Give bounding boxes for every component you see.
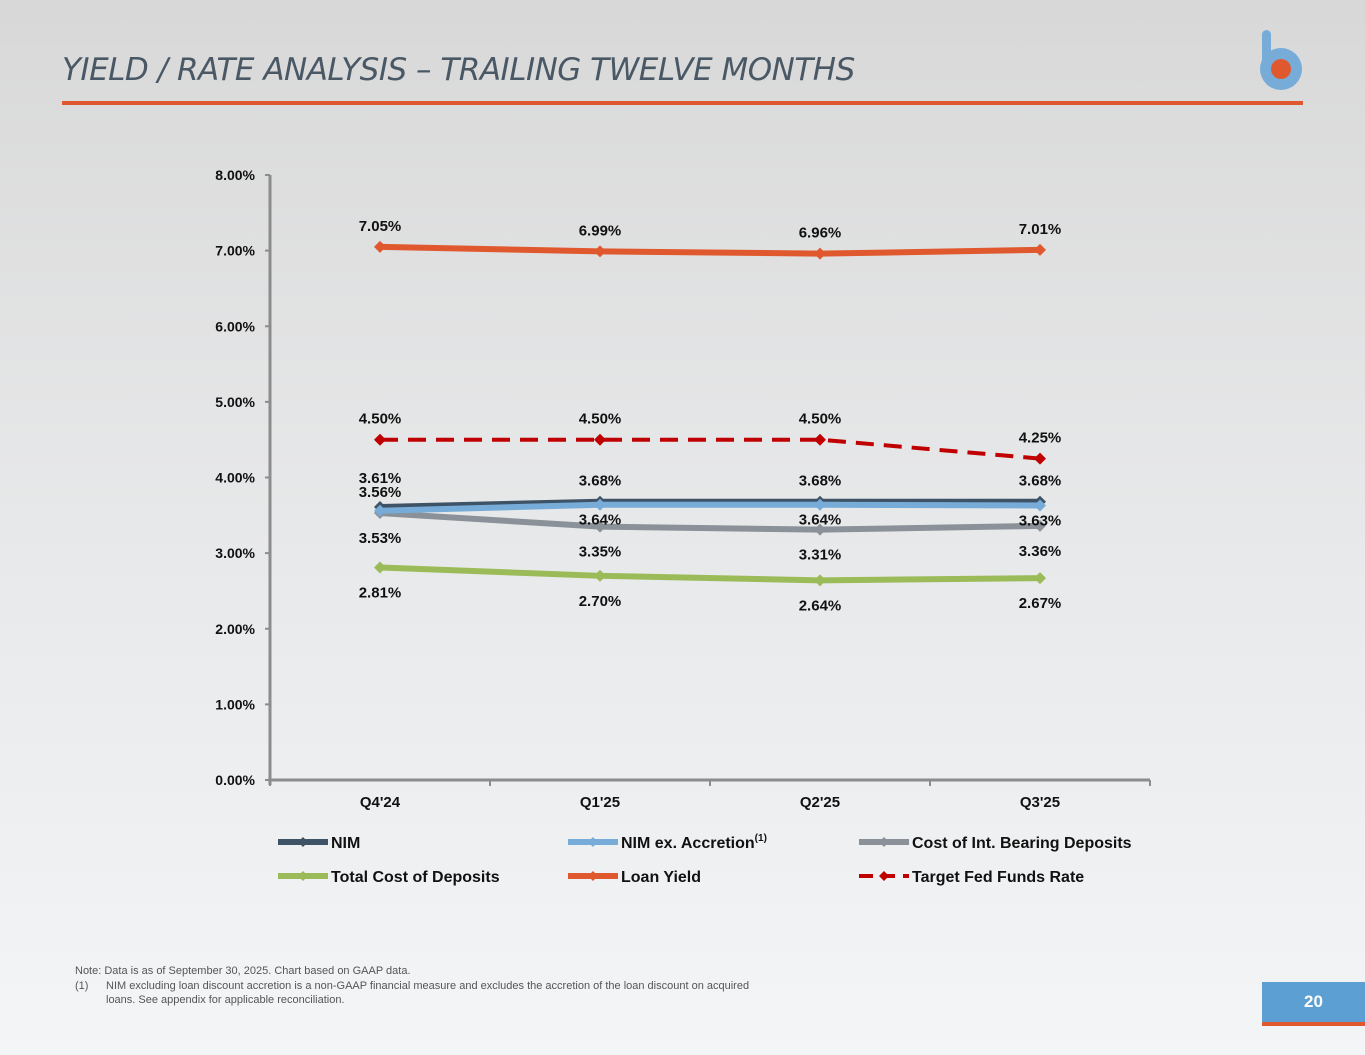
data-label-nim: 3.61%	[359, 470, 402, 487]
legend-marker-total-cost-of-deposits	[298, 871, 308, 881]
legend-label-nim: NIM	[331, 835, 360, 852]
data-point-total-cost-of-deposits	[814, 574, 826, 587]
series-line-loan-yield	[377, 243, 1043, 257]
legend-marker-nim	[298, 837, 308, 847]
legend-marker-target-fed-funds-rate	[879, 871, 889, 881]
data-point-loan-yield	[1034, 243, 1046, 256]
data-label-loan-yield: 7.01%	[1019, 221, 1062, 238]
data-label-total-cost-of-deposits: 2.64%	[799, 597, 842, 614]
y-tick-label: 7.00%	[215, 243, 255, 259]
data-label-total-cost-of-deposits: 2.67%	[1019, 595, 1062, 612]
data-point-target-fed-funds-rate	[594, 433, 606, 446]
y-tick-label: 1.00%	[215, 696, 255, 712]
y-tick-label: 0.00%	[215, 772, 255, 788]
data-point-nim-ex-accretion	[374, 504, 386, 517]
y-tick-label: 8.00%	[215, 167, 255, 183]
footnote-1-number: (1)	[75, 979, 89, 992]
data-label-loan-yield: 6.99%	[579, 222, 622, 239]
y-tick-label: 3.00%	[215, 545, 255, 561]
y-tick-label: 2.00%	[215, 621, 255, 637]
series-line-nim-ex-accretion	[377, 501, 1043, 514]
data-point-cost-of-int-bearing-deposits	[814, 523, 826, 536]
data-label-nim: 3.68%	[579, 473, 622, 490]
data-point-loan-yield	[594, 245, 606, 258]
data-label-loan-yield: 7.05%	[359, 218, 402, 235]
legend-label-superscript: (1)	[755, 833, 767, 844]
data-label-target-fed-funds-rate: 4.25%	[1019, 430, 1062, 447]
footnote-1-text: NIM excluding loan discount accretion is…	[106, 979, 750, 1007]
legend-label-cost-of-int-bearing-deposits: Cost of Int. Bearing Deposits	[912, 835, 1132, 852]
series-line-nim	[377, 498, 1043, 510]
title-divider	[62, 101, 1303, 105]
legend-label-nim-ex-accretion: NIM ex. Accretion(1)	[621, 833, 767, 852]
data-label-nim-ex-accretion: 3.64%	[579, 512, 622, 529]
data-label-nim: 3.68%	[1019, 473, 1062, 490]
y-tick-label: 5.00%	[215, 394, 255, 410]
data-point-target-fed-funds-rate	[1034, 452, 1046, 465]
data-label-cost-of-int-bearing-deposits: 3.35%	[579, 544, 622, 561]
data-label-nim: 3.68%	[799, 473, 842, 490]
y-tick-label: 6.00%	[215, 318, 255, 334]
data-point-nim-ex-accretion	[594, 498, 606, 511]
x-tick-label: Q3'25	[1020, 794, 1060, 811]
data-point-nim-ex-accretion	[814, 498, 826, 511]
series-line-total-cost-of-deposits	[377, 564, 1043, 584]
data-point-target-fed-funds-rate	[814, 433, 826, 446]
data-point-cost-of-int-bearing-deposits	[1034, 519, 1046, 532]
data-label-nim-ex-accretion: 3.56%	[359, 484, 402, 501]
data-point-target-fed-funds-rate	[374, 433, 386, 446]
data-label-total-cost-of-deposits: 2.81%	[359, 584, 402, 601]
data-point-total-cost-of-deposits	[1034, 572, 1046, 585]
page-title: YIELD / RATE ANALYSIS – TRAILING TWELVE …	[62, 52, 855, 88]
data-label-cost-of-int-bearing-deposits: 3.36%	[1019, 543, 1062, 560]
x-tick-label: Q4'24	[360, 794, 401, 811]
legend-marker-nim-ex-accretion	[588, 837, 598, 847]
page-number: 20	[1262, 982, 1365, 1022]
series-line-cost-of-int-bearing-deposits	[377, 510, 1043, 533]
b-logo-icon	[1256, 28, 1306, 96]
data-label-target-fed-funds-rate: 4.50%	[799, 411, 842, 428]
data-point-total-cost-of-deposits	[594, 569, 606, 582]
page-number-accent	[1262, 1022, 1365, 1026]
data-point-total-cost-of-deposits	[374, 561, 386, 574]
legend-label-target-fed-funds-rate: Target Fed Funds Rate	[912, 869, 1084, 886]
data-label-total-cost-of-deposits: 2.70%	[579, 593, 622, 610]
legend-marker-loan-yield	[588, 871, 598, 881]
data-point-cost-of-int-bearing-deposits	[594, 520, 606, 533]
x-tick-label: Q1'25	[580, 794, 620, 811]
data-label-cost-of-int-bearing-deposits: 3.53%	[359, 530, 402, 547]
data-label-cost-of-int-bearing-deposits: 3.31%	[799, 547, 842, 564]
data-label-nim-ex-accretion: 3.63%	[1019, 512, 1062, 529]
data-point-nim-ex-accretion	[1034, 499, 1046, 512]
legend-marker-cost-of-int-bearing-deposits	[879, 837, 889, 847]
data-label-target-fed-funds-rate: 4.50%	[579, 411, 622, 428]
data-point-loan-yield	[374, 240, 386, 253]
legend-label-total-cost-of-deposits: Total Cost of Deposits	[331, 869, 500, 886]
x-tick-label: Q2'25	[800, 794, 840, 811]
data-point-loan-yield	[814, 247, 826, 260]
legend-label-loan-yield: Loan Yield	[621, 869, 701, 886]
series-line-target-fed-funds-rate	[380, 437, 1041, 461]
data-label-target-fed-funds-rate: 4.50%	[359, 411, 402, 428]
footnote-note: Note: Data is as of September 30, 2025. …	[75, 965, 411, 977]
footnote-1: (1) NIM excluding loan discount accretio…	[75, 979, 775, 1008]
footnotes: Note: Data is as of September 30, 2025. …	[75, 964, 775, 1008]
data-label-nim-ex-accretion: 3.64%	[799, 512, 842, 529]
y-tick-label: 4.00%	[215, 470, 255, 486]
data-label-loan-yield: 6.96%	[799, 225, 842, 242]
